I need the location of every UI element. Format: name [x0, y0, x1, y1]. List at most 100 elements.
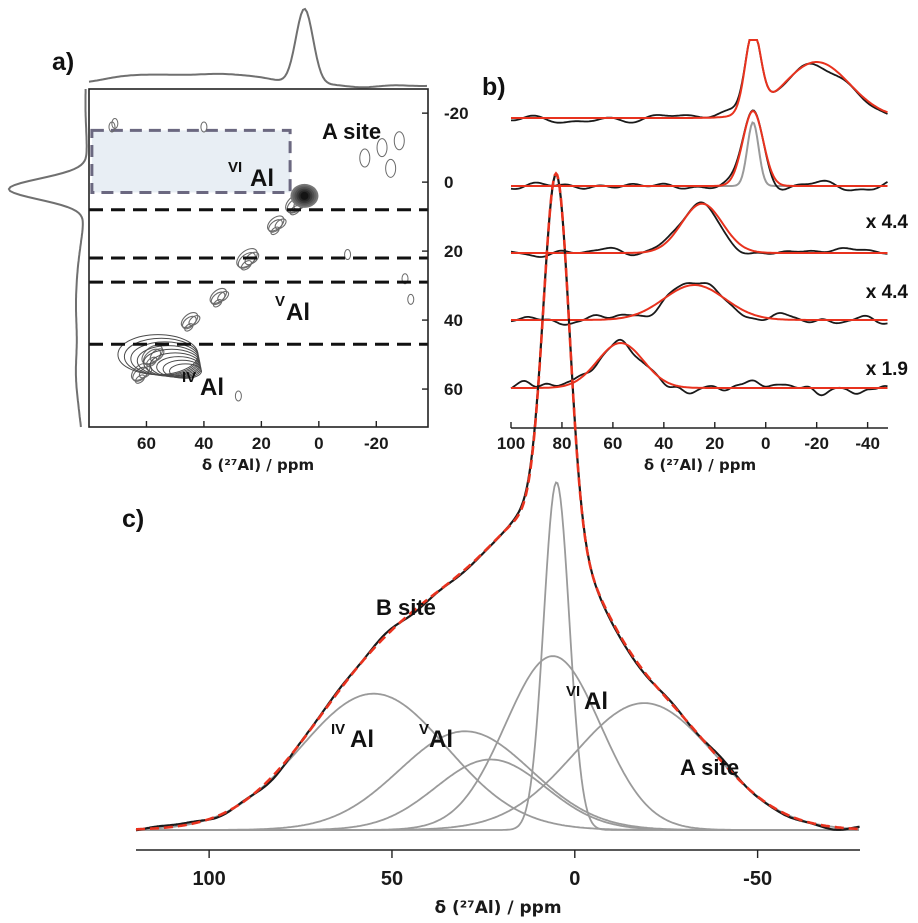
contour-line-23 — [145, 356, 158, 368]
panel-c-iv-superscript: IV — [331, 721, 345, 738]
panel-a-x-tick-label-4: -20 — [364, 434, 389, 453]
panel-b-x-ticks: 100 80 60 40 20 0 -20 -40 — [497, 422, 880, 453]
panel-b-x-tick-label-1: 80 — [552, 434, 571, 453]
panel-c-components — [136, 481, 859, 831]
panel-b-traces — [510, 39, 888, 397]
panel-a-left-projection — [7, 89, 88, 428]
contour-line-46 — [407, 293, 415, 305]
panel-c-b-site-label: B site — [376, 595, 436, 620]
panel-a-x-tick-label-0: 60 — [137, 434, 156, 453]
panel-a-selection-box — [90, 128, 292, 194]
panel-b-x-title: δ (²⁷Al) / ppm — [644, 456, 756, 474]
panel-b-x-tick-label-5: 0 — [761, 434, 770, 453]
contour-line-5 — [268, 219, 283, 233]
panel-b-fit-trace-1 — [511, 110, 888, 187]
panel-a-y-tick-label-3: 40 — [444, 311, 463, 330]
panel-c-x-ticks: 100 50 0 -50 — [192, 850, 772, 890]
panel-a-label: a) — [52, 48, 74, 76]
panel-c-v-superscript: V — [419, 721, 429, 738]
contour-line-40 — [385, 158, 397, 178]
panel-b-fit-trace-2 — [511, 202, 888, 254]
panel-a-vi-label: Al — [250, 165, 274, 192]
panel-a-frame — [88, 88, 429, 428]
panel-c-component-1 — [136, 730, 859, 831]
panel-a-slice-lines — [89, 208, 428, 346]
panel-c-iv-label: Al — [350, 726, 374, 753]
panel-a-contours — [108, 117, 415, 402]
panel-a-top-projection — [88, 7, 428, 89]
contour-line-13 — [210, 291, 226, 306]
panel-b-scale-label-3: x 4.4 — [866, 282, 909, 303]
panel-c-a-site-label: A site — [680, 755, 739, 780]
contour-line-39 — [359, 148, 371, 168]
panel-b-experimental-trace-0 — [511, 39, 888, 124]
contour-line-9 — [237, 252, 256, 269]
panel-c-x-tick-label-1: 50 — [381, 868, 403, 890]
contour-line-6 — [274, 218, 287, 230]
panel-b-label: b) — [482, 73, 506, 101]
panel-a-a-site-label: A site — [322, 119, 381, 144]
panel-a-y-ticks: -20 0 20 40 60 — [422, 104, 469, 399]
panel-a-y-tick-label-4: 60 — [444, 380, 463, 399]
panel-a-y-tick-label-1: 0 — [444, 173, 453, 192]
contour-line-38 — [393, 131, 405, 151]
panel-b-x-tick-label-2: 60 — [603, 434, 622, 453]
panel-c-component-0 — [136, 692, 859, 831]
panel-b-x-tick-label-3: 40 — [654, 434, 673, 453]
panel-a-x-tick-label-2: 20 — [252, 434, 271, 453]
panel-b-fit-trace-3 — [511, 284, 888, 321]
panel-c-label: c) — [122, 505, 144, 533]
panel-a-vi-superscript: VI — [228, 159, 242, 176]
panel-a-iv-label: Al — [200, 374, 224, 401]
panel-a-y-tick-label-2: 20 — [444, 242, 463, 261]
panel-b-scale-label-2: x 4.4 — [866, 212, 909, 233]
vi-peak-core-5 — [300, 191, 309, 200]
panel-a-v-label: Al — [286, 299, 310, 326]
panel-c-fit-trace — [136, 171, 860, 831]
panel-b-experimental-trace-4 — [510, 338, 888, 397]
panel-a-x-title: δ (²⁷Al) / ppm — [202, 456, 314, 474]
contour-line-7 — [270, 226, 280, 236]
panel-c-component-3 — [136, 655, 859, 831]
panel-c-experimental-trace — [135, 172, 860, 832]
contour-line-36 — [169, 363, 203, 379]
panel-b-scale-labels: x 4.4 x 4.4 x 1.9 — [866, 212, 909, 380]
panel-a-x-ticks: 60 40 20 0 -20 — [137, 421, 389, 453]
panel-b-fit-trace-0 — [511, 39, 888, 119]
contour-line-18 — [188, 314, 201, 327]
contour-line-42 — [111, 117, 119, 129]
contour-line-37 — [376, 138, 388, 158]
contour-line-27 — [134, 374, 146, 384]
panel-b-experimental-trace-2 — [510, 201, 888, 258]
panel-c-x-tick-label-3: -50 — [743, 868, 772, 890]
panel-a-y-tick-label-0: -20 — [444, 104, 469, 123]
panel-b-x-tick-label-6: -20 — [804, 434, 829, 453]
contour-line-10 — [244, 251, 260, 266]
panel-b-x-tick-label-0: 100 — [497, 434, 525, 453]
panel-c-x-tick-label-2: 0 — [569, 868, 580, 890]
panel-c-component-2 — [136, 758, 859, 831]
panel-c-component-4 — [136, 481, 859, 831]
panel-c-v-label: Al — [429, 726, 453, 753]
panel-a-x-tick-label-3: 0 — [314, 434, 323, 453]
panel-b-x-tick-label-4: 20 — [705, 434, 724, 453]
contour-line-14 — [217, 290, 230, 302]
panel-c-component-5 — [136, 702, 859, 831]
panel-b: b) x 4.4 x 4.4 x 1.9 100 80 60 40 20 0 -20 -40 δ … — [482, 39, 909, 474]
contour-line-45 — [401, 273, 409, 285]
panel-a-x-tick-label-1: 40 — [194, 434, 213, 453]
panel-a-iv-superscript: IV — [182, 369, 196, 386]
panel-c-x-tick-label-0: 100 — [192, 868, 225, 890]
panel-c-vi-superscript: VI — [566, 683, 580, 700]
contour-line-15 — [213, 298, 223, 308]
contour-line-11 — [240, 260, 253, 271]
panel-b-scale-label-4: x 1.9 — [866, 359, 908, 380]
contour-line-47 — [344, 249, 352, 261]
panel-b-component-trace-1 — [511, 121, 888, 187]
panel-b-x-tick-label-7: -40 — [855, 434, 880, 453]
panel-b-fit-trace-4 — [511, 341, 888, 389]
contour-line-17 — [181, 315, 197, 330]
panel-c-x-title: δ (²⁷Al) / ppm — [434, 898, 561, 918]
